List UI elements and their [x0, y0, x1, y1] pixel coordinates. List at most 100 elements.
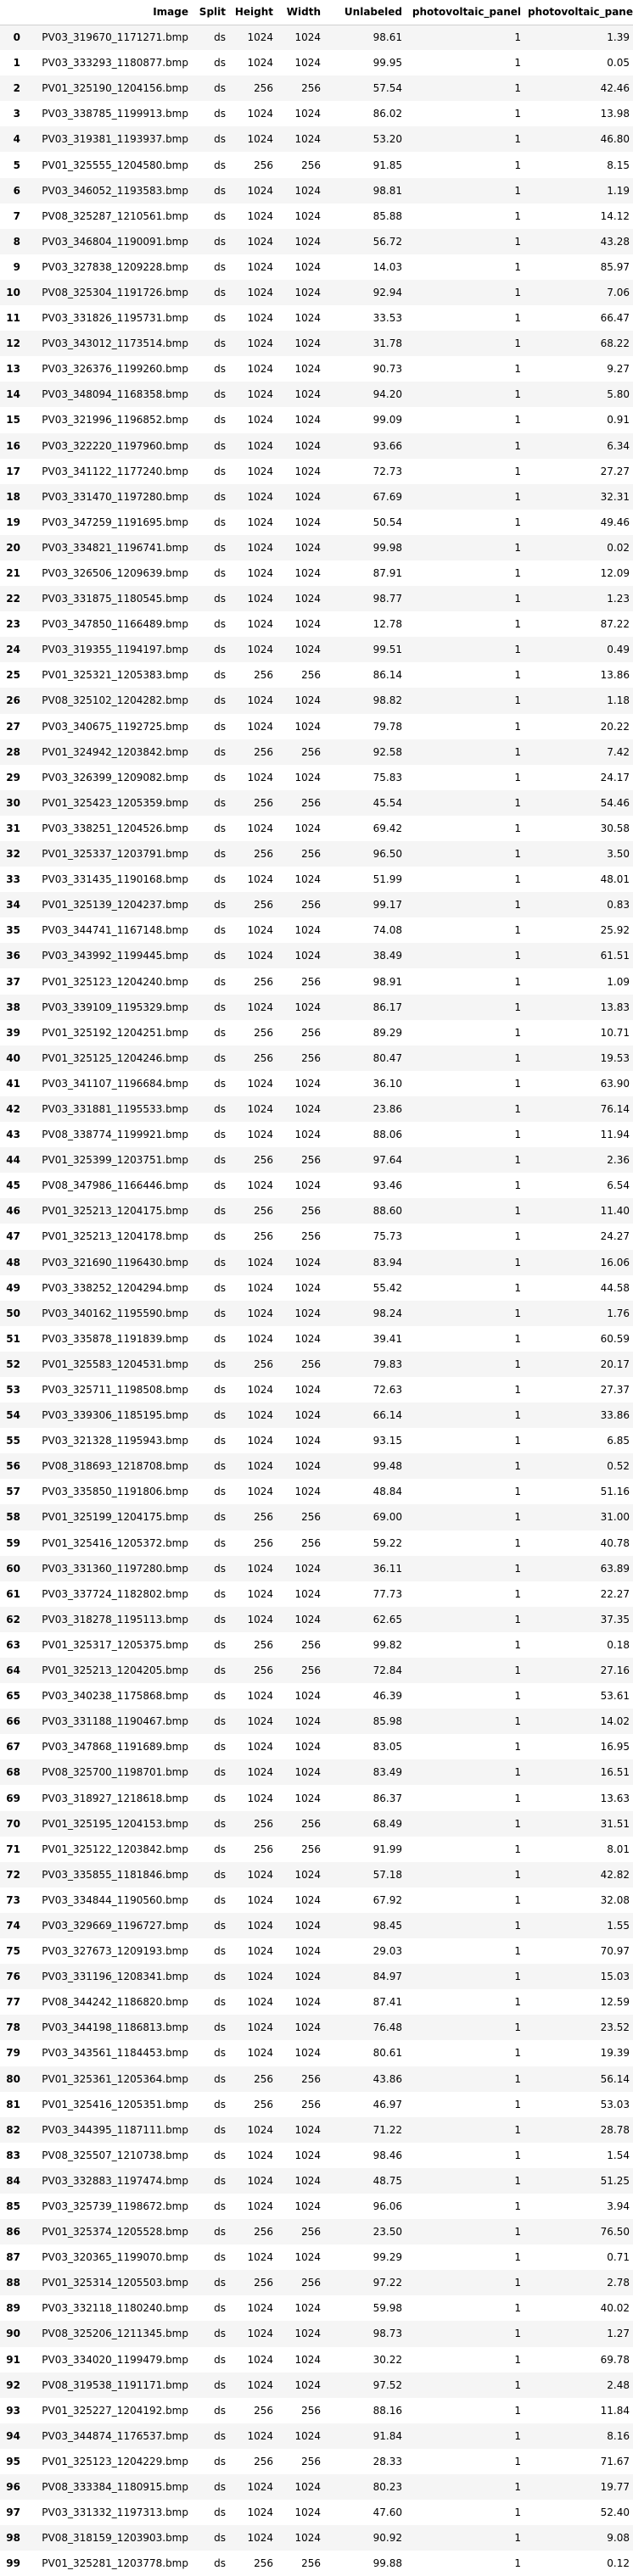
unlabeled-cell: 66.14 — [373, 1409, 402, 1422]
unlabeled-cell: 91.85 — [373, 159, 402, 171]
column-header-photovoltaic-panel-id: photovoltaic_panel — [406, 0, 524, 25]
row-index: 31 — [6, 822, 20, 834]
split-cell: ds — [214, 1460, 226, 1473]
height-cell: 1024 — [247, 1996, 273, 2009]
table-row: 48 PV03_321690_1196430.bmp ds 1024 1024 83.94… — [0, 1249, 633, 1275]
image-cell: PV08_325206_1211345.bmp — [42, 2328, 188, 2340]
panel-id-cell: 1 — [514, 644, 521, 656]
split-cell: ds — [214, 2072, 226, 2085]
panel-id-cell: 1 — [514, 1281, 521, 1294]
split-cell: ds — [214, 2404, 226, 2417]
panel-pct-cell: 19.53 — [600, 1051, 630, 1064]
panel-pct-cell: 1.76 — [607, 1307, 630, 1319]
panel-id-cell: 1 — [514, 2098, 521, 2110]
row-index: 62 — [6, 1613, 20, 1625]
height-cell: 256 — [254, 1817, 273, 1830]
split-cell: ds — [214, 2378, 226, 2391]
table-row: 2 PV01_325190_1204156.bmp ds 256 256 57.54 1 42… — [0, 75, 633, 102]
width-cell: 1024 — [294, 312, 321, 325]
panel-id-cell: 1 — [514, 720, 521, 733]
panel-pct-cell: 10.71 — [600, 1026, 630, 1039]
height-cell: 256 — [254, 1358, 273, 1370]
table-row: 75 PV03_327673_1209193.bmp ds 1024 1024 29.03… — [0, 1938, 633, 1965]
table-row: 58 PV01_325199_1204175.bmp ds 256 256 69.00 1 3… — [0, 1504, 633, 1531]
panel-pct-cell: 52.40 — [600, 2506, 630, 2519]
panel-id-cell: 1 — [514, 1792, 521, 1804]
row-index: 60 — [6, 1562, 20, 1575]
image-cell: PV08_347986_1166446.bmp — [42, 1179, 188, 1192]
header-row: Image Split Height Width Unlabeled photo… — [0, 0, 633, 25]
panel-pct-cell: 13.98 — [600, 108, 630, 120]
width-cell: 256 — [301, 2098, 321, 2110]
image-cell: PV03_333293_1180877.bmp — [42, 57, 188, 70]
panel-pct-cell: 66.47 — [600, 312, 630, 325]
table-row: 71 PV01_325122_1203842.bmp ds 256 256 91.99 1 8… — [0, 1836, 633, 1862]
row-index: 47 — [6, 1230, 20, 1243]
panel-pct-cell: 1.55 — [607, 1919, 630, 1932]
height-cell: 1024 — [247, 1868, 273, 1881]
table-row: 44 PV01_325399_1203751.bmp ds 256 256 97.64 1 2… — [0, 1147, 633, 1174]
image-cell: PV03_327673_1209193.bmp — [42, 1945, 188, 1958]
table-row: 13 PV03_326376_1199260.bmp ds 1024 1024 90.73… — [0, 356, 633, 382]
panel-id-cell: 1 — [514, 209, 521, 222]
unlabeled-cell: 75.83 — [373, 771, 402, 783]
unlabeled-cell: 56.72 — [373, 235, 402, 248]
width-cell: 1024 — [294, 1409, 321, 1422]
panel-pct-cell: 0.49 — [607, 644, 630, 656]
table-row: 50 PV03_340162_1195590.bmp ds 1024 1024 98.24… — [0, 1300, 633, 1326]
image-cell: PV03_325739_1198672.bmp — [42, 2200, 188, 2213]
split-cell: ds — [214, 2226, 226, 2239]
panel-pct-cell: 54.46 — [600, 796, 630, 809]
unlabeled-cell: 93.66 — [373, 439, 402, 452]
image-cell: PV01_325123_1204240.bmp — [42, 975, 188, 988]
split-cell: ds — [214, 2047, 226, 2060]
panel-pct-cell: 43.28 — [600, 235, 630, 248]
width-cell: 1024 — [294, 2353, 321, 2366]
height-cell: 1024 — [247, 1102, 273, 1115]
image-cell: PV01_325416_1205351.bmp — [42, 2098, 188, 2110]
panel-id-cell: 1 — [514, 694, 521, 707]
panel-pct-cell: 31.51 — [600, 1817, 630, 1830]
row-index: 88 — [6, 2277, 20, 2289]
height-cell: 1024 — [247, 57, 273, 70]
unlabeled-cell: 50.54 — [373, 516, 402, 528]
panel-id-cell: 1 — [514, 1384, 521, 1397]
height-cell: 1024 — [247, 1307, 273, 1319]
panel-id-cell: 1 — [514, 669, 521, 682]
width-cell: 1024 — [294, 1971, 321, 1983]
width-cell: 1024 — [294, 108, 321, 120]
panel-id-cell: 1 — [514, 567, 521, 580]
image-cell: PV03_346052_1193583.bmp — [42, 184, 188, 197]
height-cell: 256 — [254, 2226, 273, 2239]
width-cell: 1024 — [294, 286, 321, 298]
height-cell: 256 — [254, 2277, 273, 2289]
split-cell: ds — [214, 1077, 226, 1090]
table-row: 64 PV01_325213_1204205.bmp ds 256 256 72.84 1 2… — [0, 1658, 633, 1684]
row-index: 43 — [6, 1129, 20, 1141]
table-row: 56 PV08_318693_1218708.bmp ds 1024 1024 99.48… — [0, 1453, 633, 1480]
unlabeled-cell: 29.03 — [373, 1945, 402, 1958]
image-cell: PV08_333384_1180915.bmp — [42, 2481, 188, 2494]
height-cell: 256 — [254, 1205, 273, 1218]
image-cell: PV03_334020_1199479.bmp — [42, 2353, 188, 2366]
height-cell: 1024 — [247, 1945, 273, 1958]
image-cell: PV03_347850_1166489.bmp — [42, 618, 188, 631]
panel-pct-cell: 1.54 — [607, 2149, 630, 2161]
row-index: 6 — [13, 184, 20, 197]
split-cell: ds — [214, 159, 226, 171]
split-cell: ds — [214, 2149, 226, 2161]
width-cell: 256 — [301, 2455, 321, 2467]
panel-id-cell: 1 — [514, 899, 521, 912]
split-cell: ds — [214, 1256, 226, 1268]
table-row: 14 PV03_348094_1168358.bmp ds 1024 1024 94.20… — [0, 382, 633, 408]
table-row: 3 PV03_338785_1199913.bmp ds 1024 1024 86.02 1… — [0, 101, 633, 127]
image-cell: PV03_332118_1180240.bmp — [42, 2302, 188, 2315]
table-row: 28 PV01_324942_1203842.bmp ds 256 256 92.58 1 7… — [0, 739, 633, 765]
panel-pct-cell: 13.83 — [600, 1001, 630, 1013]
panel-id-cell: 1 — [514, 1051, 521, 1064]
unlabeled-cell: 67.69 — [373, 490, 402, 503]
image-cell: PV01_325374_1205528.bmp — [42, 2226, 188, 2239]
split-cell: ds — [214, 2021, 226, 2034]
table-row: 21 PV03_326506_1209639.bmp ds 1024 1024 87.91… — [0, 560, 633, 587]
unlabeled-cell: 90.73 — [373, 363, 402, 376]
